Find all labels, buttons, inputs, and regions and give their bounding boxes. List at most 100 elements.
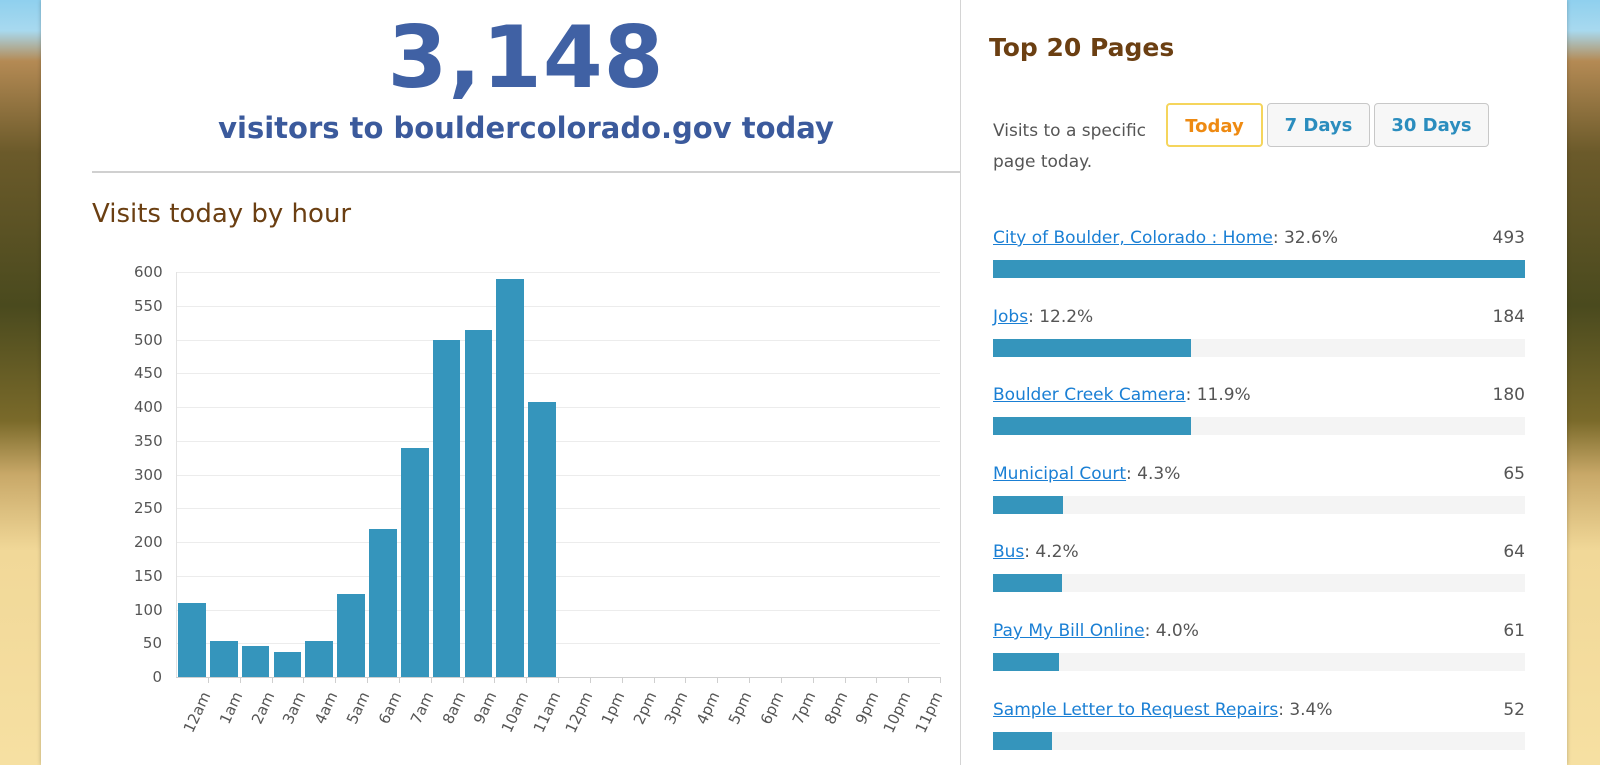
page-visit-count: 184: [1492, 306, 1525, 327]
y-axis-label: 150: [134, 566, 163, 585]
y-axis-label: 300: [134, 465, 163, 484]
x-tick: [717, 677, 719, 683]
x-tick: [876, 677, 878, 683]
section-divider: [92, 171, 960, 173]
top-pages-column: Top 20 Pages Visits to a specific page t…: [960, 0, 1568, 765]
page-percent: : 3.4%: [1278, 699, 1333, 720]
bar-5am[interactable]: [337, 593, 365, 677]
top-page-item: Sample Letter to Request Repairs: 3.4% 52: [993, 698, 1525, 758]
page-link[interactable]: Municipal Court: [993, 463, 1127, 484]
x-tick: [526, 677, 528, 683]
page-bar-track: [993, 574, 1525, 593]
x-tick: [685, 677, 687, 683]
top-page-item: Boulder Creek Camera: 11.9% 180: [993, 383, 1525, 443]
page-visit-count: 64: [1503, 542, 1525, 563]
page-bar-track: [993, 260, 1525, 278]
top-pages-description: Visits to a specific page today.: [993, 121, 1147, 172]
page-link[interactable]: Pay My Bill Online: [993, 621, 1145, 641]
bar-2am[interactable]: [241, 645, 270, 677]
bar-8am[interactable]: [432, 340, 461, 677]
page-bar-fill: [993, 338, 1192, 357]
x-tick: [303, 677, 305, 683]
y-axis-label: 450: [134, 364, 163, 383]
tab-30-days[interactable]: 30 Days: [1374, 103, 1489, 147]
x-tick: [653, 677, 655, 683]
gridline: [176, 575, 940, 577]
background-mountain-image-left: [0, 0, 45, 765]
bar-11am[interactable]: [528, 402, 556, 677]
gridline: [176, 609, 940, 611]
gridline: [176, 643, 940, 645]
x-tick: [558, 677, 559, 683]
y-axis: [176, 272, 177, 677]
y-axis-label: 50: [142, 634, 162, 653]
x-tick: [621, 677, 623, 683]
x-tick: [494, 677, 496, 683]
top-page-item: Municipal Court: 4.3% 65: [993, 462, 1525, 522]
bar-9am[interactable]: [464, 330, 493, 677]
page-visit-count: 180: [1492, 385, 1525, 406]
top-page-item: Bus: 4.2% 64: [993, 540, 1525, 600]
page-percent: : 4.3%: [1126, 463, 1181, 484]
bar-7am[interactable]: [400, 448, 429, 677]
page-bar-track: [993, 338, 1525, 357]
bar-1am[interactable]: [209, 641, 238, 677]
y-axis-label: 100: [134, 600, 163, 619]
page-label: Boulder Creek Camera: 11.9%: [993, 383, 1251, 407]
gridline: [176, 373, 940, 375]
page-label: City of Boulder, Colorado : Home: 32.6%: [993, 226, 1338, 250]
visits-by-hour-chart: 0 50 100 150 200 250 300 350 400 450 500 550 600 12am…: [92, 260, 960, 765]
page-link[interactable]: Boulder Creek Camera: [993, 385, 1186, 406]
page-label: Jobs: 12.2%: [993, 305, 1093, 329]
page-label: Sample Letter to Request Repairs: 3.4%: [993, 698, 1333, 722]
bar-12am[interactable]: [178, 602, 206, 677]
page-visit-count: 52: [1503, 699, 1525, 720]
page-bar-track: [993, 653, 1525, 671]
x-tick: [749, 677, 750, 683]
page-link[interactable]: City of Boulder, Colorado : Home: [993, 228, 1273, 248]
page-link[interactable]: Sample Letter to Request Repairs: [993, 699, 1279, 720]
tab-today[interactable]: Today: [1166, 103, 1263, 147]
page-bar-fill: [993, 260, 1525, 278]
x-tick: [207, 677, 209, 683]
y-axis-label: 250: [134, 499, 163, 518]
page-bar-track: [993, 417, 1525, 436]
visitor-count-subtitle: visitors to bouldercolorado.gov today: [218, 111, 834, 145]
x-tick: [239, 677, 241, 683]
page-percent: : 4.2%: [1024, 542, 1079, 563]
gridline: [176, 474, 940, 476]
page-label: Bus: 4.2%: [993, 540, 1079, 564]
bar-10am[interactable]: [496, 278, 525, 677]
gridline: [176, 339, 940, 341]
x-tick: [271, 677, 273, 683]
page-bar-fill: [993, 495, 1064, 514]
page-percent: : 32.6%: [1272, 228, 1338, 248]
x-tick: [589, 677, 591, 683]
gridline: [176, 508, 940, 510]
page-link[interactable]: Jobs: [993, 306, 1029, 327]
page-bar-track: [993, 731, 1525, 750]
page-bar-fill: [993, 417, 1192, 436]
x-tick: [398, 677, 400, 683]
x-tick: [844, 677, 846, 683]
top-pages-title: Top 20 Pages: [989, 33, 1175, 62]
page-bar-track: [993, 495, 1525, 514]
x-tick: [335, 677, 337, 683]
bar-3am[interactable]: [273, 652, 302, 677]
chart-title: Visits today by hour: [92, 199, 352, 229]
y-axis-label: 600: [134, 263, 163, 281]
y-axis-label: 0: [152, 668, 162, 686]
top-page-item: City of Boulder, Colorado : Home: 32.6% 4…: [993, 226, 1525, 286]
gridline: [176, 272, 940, 273]
y-axis-label: 550: [134, 296, 163, 315]
bar-6am[interactable]: [369, 529, 397, 677]
top-page-item: Jobs: 12.2% 184: [993, 305, 1525, 365]
page-link[interactable]: Bus: [993, 542, 1025, 563]
gridline: [176, 542, 940, 543]
x-tick: [812, 677, 814, 683]
x-tick: [367, 677, 368, 683]
y-axis-label: 200: [134, 533, 163, 551]
tab-7-days[interactable]: 7 Days: [1267, 103, 1370, 147]
bar-4am[interactable]: [305, 641, 334, 677]
gridline: [176, 440, 940, 442]
